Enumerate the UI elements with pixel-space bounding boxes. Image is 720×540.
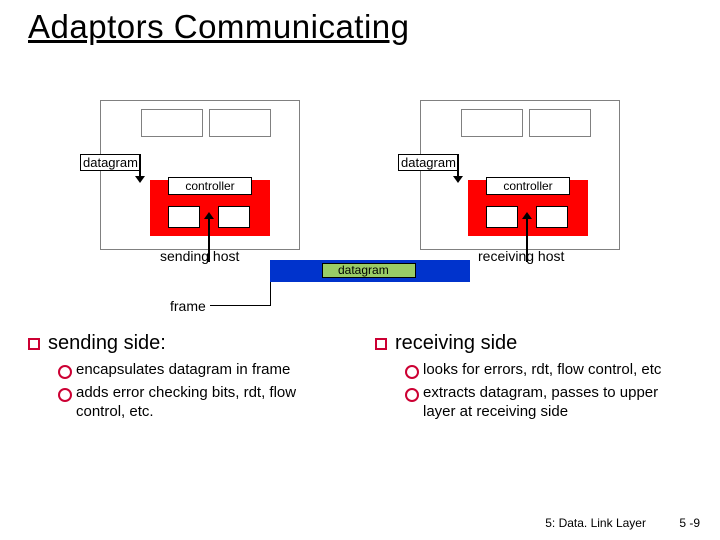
adaptor-port bbox=[486, 206, 518, 228]
list-item: encapsulates datagram in frame bbox=[58, 361, 345, 380]
arrow-line bbox=[208, 218, 210, 262]
list-item: looks for errors, rdt, flow control, etc bbox=[405, 361, 692, 380]
adaptor-diagram: datagram controller sending host datagra… bbox=[60, 100, 660, 310]
arrow-head-down-icon bbox=[135, 176, 145, 183]
adaptor-port bbox=[218, 206, 250, 228]
receiving-adaptor: controller bbox=[468, 180, 588, 236]
frame-label: frame bbox=[170, 298, 206, 314]
controller-label: controller bbox=[168, 177, 252, 195]
list-item: extracts datagram, passes to upper layer… bbox=[405, 384, 692, 422]
arrow-line bbox=[139, 154, 141, 178]
arrow-head-down-icon bbox=[453, 176, 463, 183]
arrow-head-up-icon bbox=[522, 212, 532, 219]
arrow-head-up-icon bbox=[204, 212, 214, 219]
list-item: adds error checking bits, rdt, flow cont… bbox=[58, 384, 345, 422]
square-bullet-icon bbox=[28, 338, 40, 350]
upper-layer-box bbox=[141, 109, 203, 137]
sending-side-heading: sending side: bbox=[28, 332, 345, 355]
receiving-side-heading: receiving side bbox=[375, 332, 692, 355]
adaptor-port bbox=[536, 206, 568, 228]
sending-side-column: sending side: encapsulates datagram in f… bbox=[28, 332, 345, 425]
body-columns: sending side: encapsulates datagram in f… bbox=[28, 332, 692, 425]
leader-line bbox=[210, 305, 270, 306]
arrow-line bbox=[526, 218, 528, 262]
footer-chapter: 5: Data. Link Layer bbox=[545, 516, 646, 530]
upper-layer-box bbox=[461, 109, 523, 137]
receiving-side-list: looks for errors, rdt, flow control, etc… bbox=[375, 361, 692, 421]
leader-line bbox=[270, 282, 271, 306]
adaptor-port bbox=[168, 206, 200, 228]
sending-side-list: encapsulates datagram in frame adds erro… bbox=[28, 361, 345, 421]
receiving-host-label: receiving host bbox=[478, 248, 564, 264]
slide-footer: 5: Data. Link Layer 5 -9 bbox=[545, 516, 700, 530]
datagram-in-frame-label: datagram bbox=[338, 263, 389, 277]
footer-page: 5 -9 bbox=[679, 516, 700, 530]
sending-adaptor: controller bbox=[150, 180, 270, 236]
slide-title: Adaptors Communicating bbox=[28, 8, 410, 46]
datagram-label-left: datagram bbox=[80, 154, 141, 171]
square-bullet-icon bbox=[375, 338, 387, 350]
heading-text: sending side: bbox=[48, 332, 166, 354]
datagram-label-right: datagram bbox=[398, 154, 459, 171]
upper-layer-box bbox=[209, 109, 271, 137]
sending-host-label: sending host bbox=[160, 248, 239, 264]
controller-label: controller bbox=[486, 177, 570, 195]
heading-text: receiving side bbox=[395, 332, 517, 354]
upper-layer-box bbox=[529, 109, 591, 137]
receiving-side-column: receiving side looks for errors, rdt, fl… bbox=[375, 332, 692, 425]
arrow-line bbox=[457, 154, 459, 178]
